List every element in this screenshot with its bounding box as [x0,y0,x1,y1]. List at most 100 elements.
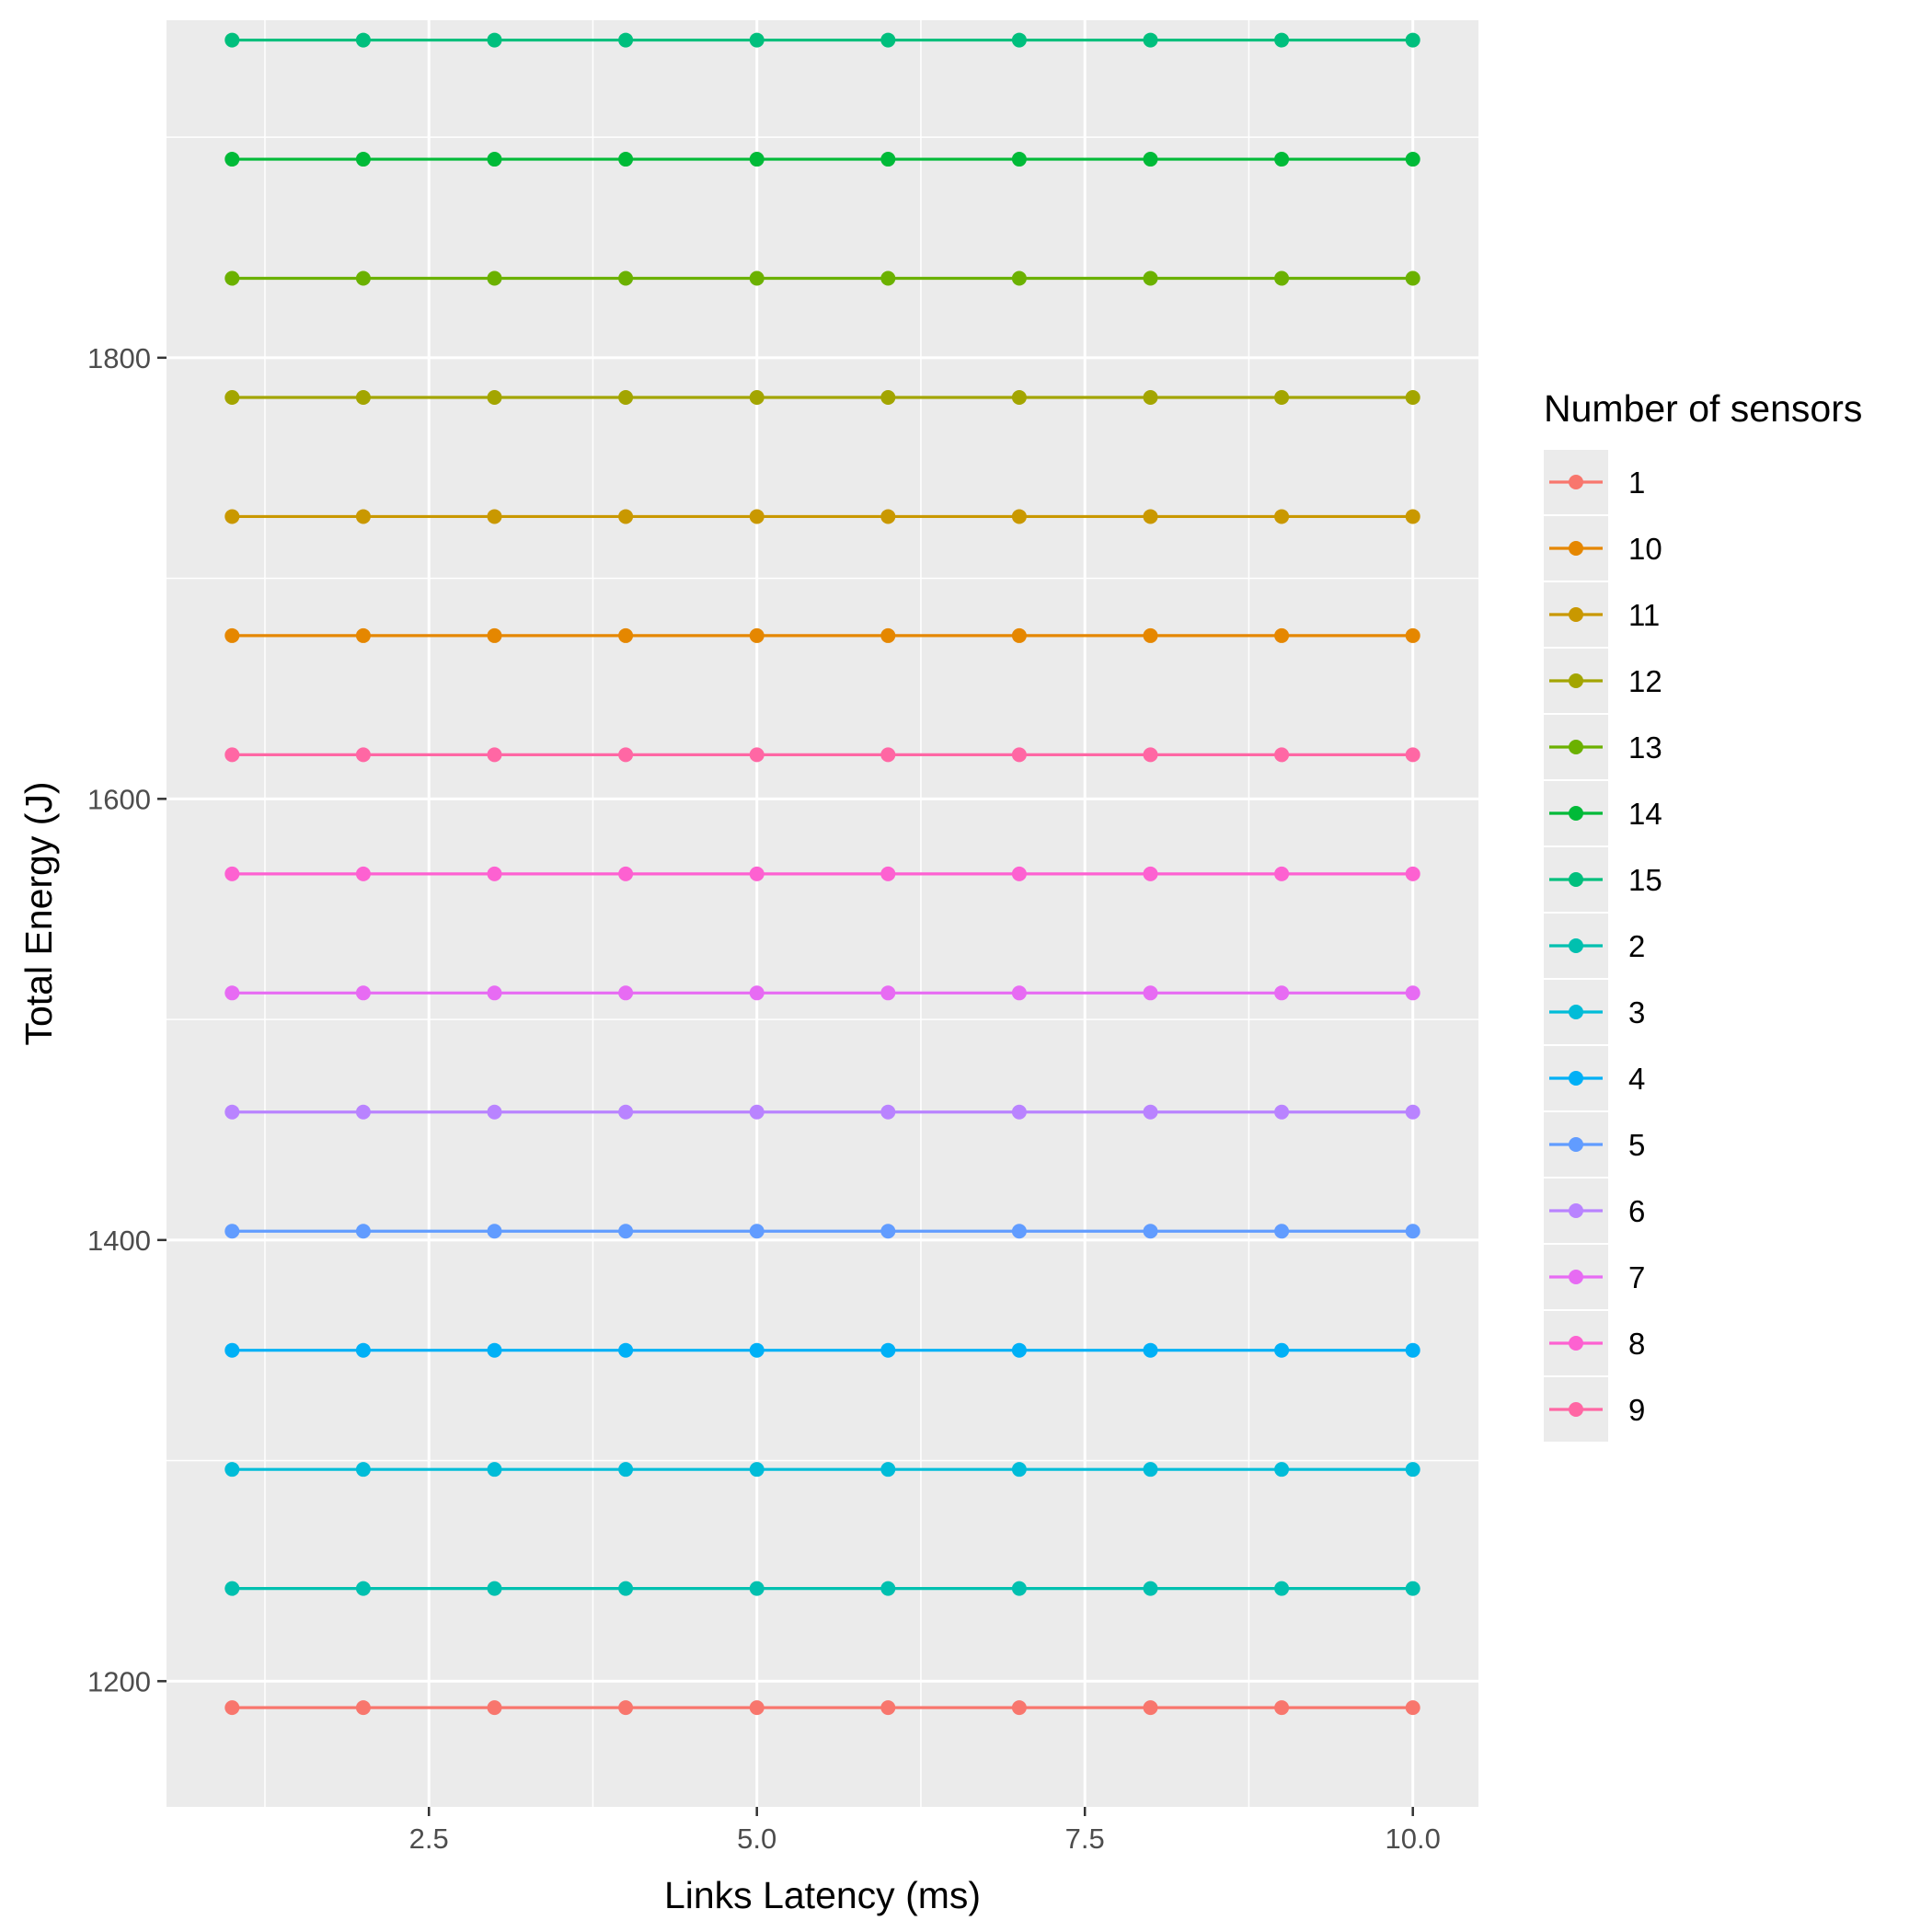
legend-key-point [1569,872,1583,887]
data-point [487,32,502,48]
data-point [618,32,634,48]
major-gridlines [167,20,1478,1807]
legend-key-point [1569,1203,1583,1218]
data-point [355,1581,371,1596]
series-1 [224,1700,1420,1716]
data-point [749,1462,765,1478]
legend-item: 1 [1544,450,1645,514]
data-point [1143,152,1158,167]
legend-key-point [1569,1402,1583,1417]
legend-key-point [1569,607,1583,622]
data-point [1143,1581,1158,1596]
data-point [1011,1224,1027,1239]
data-point [1143,389,1158,405]
data-point [749,1104,765,1120]
data-point [618,270,634,286]
legend-key-point [1569,806,1583,821]
data-point [618,1462,634,1478]
data-point [224,1104,240,1120]
data-point [749,1581,765,1596]
series-4 [224,1342,1420,1358]
y-tick-label: 1600 [87,783,151,815]
data-point [1143,1224,1158,1239]
data-point [355,270,371,286]
data-point [1405,1224,1420,1239]
data-point [224,270,240,286]
data-point [224,627,240,643]
series-8 [224,866,1420,881]
x-tick-label: 10.0 [1386,1823,1441,1855]
y-axis-title: Total Energy (J) [17,781,60,1045]
legend-item: 4 [1544,1046,1645,1110]
data-point [355,509,371,524]
x-tick-label: 7.5 [1065,1823,1105,1855]
data-point [1143,1700,1158,1716]
data-point [1011,747,1027,763]
data-point [487,1342,502,1358]
data-point [487,1700,502,1716]
legend-item: 11 [1544,582,1660,647]
data-point [1143,270,1158,286]
data-point [1011,389,1027,405]
data-point [1143,866,1158,881]
data-point [1274,1462,1290,1478]
data-point [487,1581,502,1596]
legend-label: 12 [1628,664,1662,698]
legend-item: 5 [1544,1112,1645,1177]
data-point [487,1462,502,1478]
data-point [1405,270,1420,286]
data-point [618,1224,634,1239]
data-point [618,627,634,643]
data-point [749,1224,765,1239]
legend: 1 10 11 12 13 14 15 2 3 4 5 6 7 8 9 [1544,450,1662,1442]
data-point [749,389,765,405]
data-point [1011,1581,1027,1596]
data-point [355,152,371,167]
legend-key-point [1569,1270,1583,1284]
data-point [1011,1342,1027,1358]
data-point [1143,1104,1158,1120]
data-point [355,32,371,48]
legend-key-point [1569,1336,1583,1351]
data-point [1274,152,1290,167]
data-point [1274,1581,1290,1596]
data-point [487,509,502,524]
data-point [880,32,896,48]
data-point [880,985,896,1001]
legend-label: 4 [1628,1062,1645,1096]
data-point [618,152,634,167]
data-point [224,389,240,405]
legend-item: 12 [1544,649,1662,713]
legend-key-point [1569,1005,1583,1019]
data-point [1011,627,1027,643]
data-point [618,985,634,1001]
data-point [355,1462,371,1478]
data-point [618,747,634,763]
data-point [1274,627,1290,643]
data-point [1274,747,1290,763]
x-tick-label: 5.0 [737,1823,776,1855]
data-point [880,1700,896,1716]
data-point [1405,627,1420,643]
legend-item: 2 [1544,914,1645,978]
data-point [355,627,371,643]
legend-label: 5 [1628,1128,1645,1162]
legend-item: 3 [1544,980,1645,1044]
series-6 [224,1104,1420,1120]
data-point [1143,627,1158,643]
series-5 [224,1224,1420,1239]
y-tick-label: 1400 [87,1225,151,1257]
data-point [1143,1462,1158,1478]
data-point [224,985,240,1001]
legend-key-point [1569,1071,1583,1086]
y-tick-label: 1800 [87,342,151,374]
legend-label: 15 [1628,863,1662,897]
data-point [1011,509,1027,524]
data-point [1274,1224,1290,1239]
data-point [355,866,371,881]
data-point [355,389,371,405]
legend-key-point [1569,541,1583,556]
data-point [1143,509,1158,524]
data-point [749,270,765,286]
